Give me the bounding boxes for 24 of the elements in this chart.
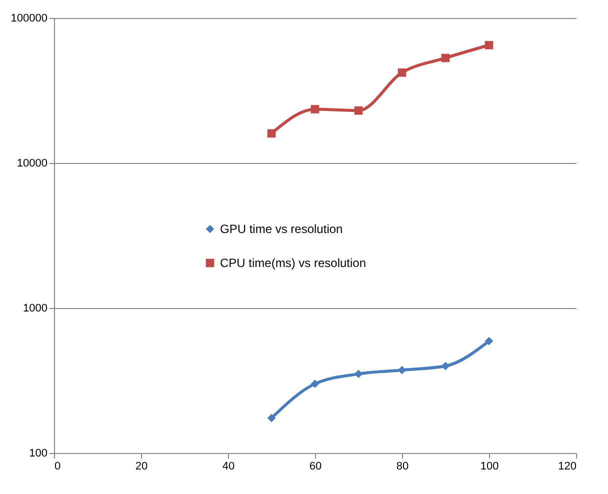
y-tick-label: 100000 xyxy=(10,12,48,24)
point xyxy=(354,106,363,115)
y-tick-label: 100 xyxy=(29,448,48,460)
x-tick-label: 0 xyxy=(54,460,61,472)
point xyxy=(484,40,494,50)
y-tick-label: 10000 xyxy=(16,158,48,170)
point xyxy=(441,362,450,370)
x-tick-label: 120 xyxy=(558,460,576,472)
point xyxy=(398,68,406,77)
legend-label: GPU time vs resolution xyxy=(220,222,343,236)
x-tick-label: 40 xyxy=(222,460,235,472)
x-tick-label: 20 xyxy=(135,460,148,472)
point xyxy=(267,414,276,422)
y-tick-label: 1000 xyxy=(23,302,48,314)
legend-label: CPU time(ms) vs resolution xyxy=(220,256,366,270)
x-tick-label: 80 xyxy=(396,460,409,472)
x-tick-label: 100 xyxy=(480,460,499,472)
point xyxy=(310,105,320,114)
point xyxy=(484,336,494,346)
point xyxy=(310,380,320,388)
x-tick-label: 60 xyxy=(309,460,322,472)
point xyxy=(267,129,276,138)
point xyxy=(441,54,450,62)
point xyxy=(354,370,363,378)
